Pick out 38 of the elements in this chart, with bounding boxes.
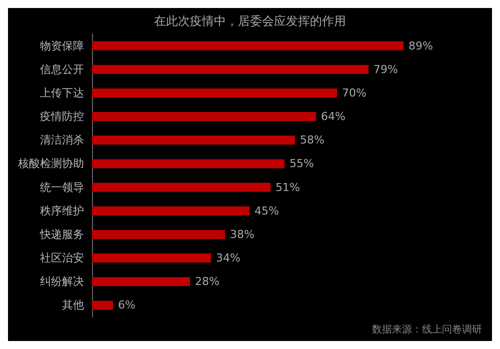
data-label: 64% xyxy=(321,110,346,124)
bar xyxy=(92,277,190,286)
y-tick-label: 秩序维护 xyxy=(40,204,84,218)
y-tick-label: 清洁消杀 xyxy=(40,134,84,147)
chart-title: 在此次疫情中，居委会应发挥的作用 xyxy=(154,14,346,28)
data-label: 79% xyxy=(374,62,398,76)
source-note: 数据来源：线上问卷调研 xyxy=(372,324,482,336)
bar xyxy=(92,230,225,239)
bar xyxy=(92,88,337,98)
data-label: 6% xyxy=(118,298,136,312)
data-label: 45% xyxy=(254,204,279,218)
data-label: 34% xyxy=(216,252,240,265)
data-label: 58% xyxy=(300,134,324,147)
bar xyxy=(92,64,368,74)
bar xyxy=(92,206,250,216)
bar xyxy=(92,41,404,50)
y-tick-label: 纠纷解决 xyxy=(40,275,84,288)
y-tick-label: 信息公开 xyxy=(40,62,84,76)
bar xyxy=(92,159,284,168)
y-tick-label: 疫情防控 xyxy=(40,110,84,124)
y-tick-label: 上传下达 xyxy=(40,86,84,100)
y-tick-label: 物资保障 xyxy=(40,39,84,52)
data-label: 51% xyxy=(276,180,300,194)
bar xyxy=(92,112,316,122)
y-tick-label: 核酸检测协助 xyxy=(17,157,84,170)
y-tick-label: 快递服务 xyxy=(39,228,84,241)
data-label: 38% xyxy=(230,228,254,241)
bar xyxy=(92,254,211,263)
y-tick-label: 其他 xyxy=(62,298,84,312)
y-tick-label: 社区治安 xyxy=(40,252,84,265)
data-label: 28% xyxy=(195,275,220,288)
data-label: 55% xyxy=(290,157,314,170)
y-tick-label: 统一领导 xyxy=(40,180,84,194)
bar xyxy=(92,136,295,145)
data-label: 70% xyxy=(342,86,366,100)
bar xyxy=(92,300,113,310)
bar xyxy=(92,182,270,192)
data-label: 89% xyxy=(408,39,433,52)
